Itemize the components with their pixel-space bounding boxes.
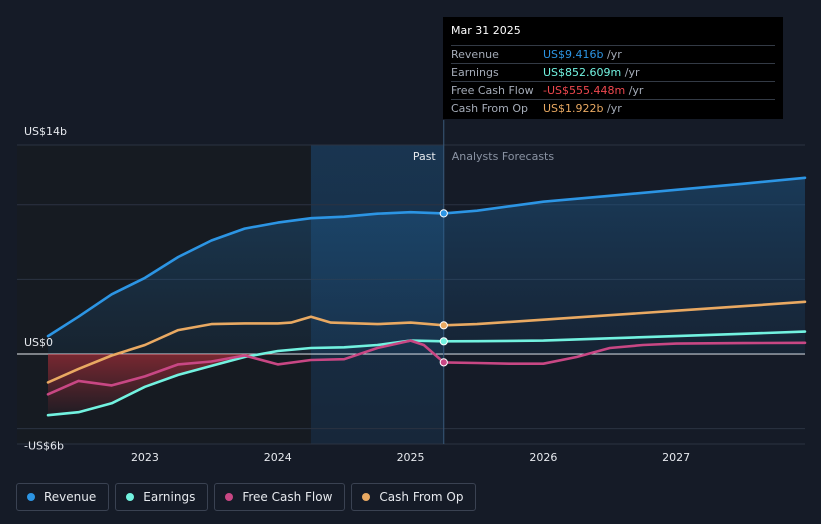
x-tick-label: 2024 <box>264 451 292 464</box>
tooltip-date: Mar 31 2025 <box>451 24 521 37</box>
tooltip-row-label: Revenue <box>451 48 499 61</box>
legend-item-earnings[interactable]: Earnings <box>115 483 209 511</box>
legend-label: Revenue <box>44 490 97 504</box>
negative-area <box>48 354 444 416</box>
marker-cash-from-op <box>439 321 448 330</box>
tooltip-row-value: US$852.609m /yr <box>543 66 640 79</box>
marker-revenue <box>439 209 448 218</box>
x-tick-label: 2027 <box>662 451 690 464</box>
marker-earnings <box>439 337 448 346</box>
x-tick-label: 2023 <box>131 451 159 464</box>
tooltip-row-value: -US$555.448m /yr <box>543 84 644 97</box>
legend-dot-icon <box>27 493 35 501</box>
legend-dot-icon <box>362 493 371 501</box>
hover-tooltip: Mar 31 2025 Revenue US$9.416b /yr Earnings… <box>443 17 783 119</box>
tooltip-row-label: Earnings <box>451 66 499 79</box>
y-tick-label: -US$6b <box>24 440 64 453</box>
series-line-earnings <box>46 330 807 417</box>
marker-free-cash-flow <box>439 358 448 367</box>
x-tick-label: 2026 <box>529 451 557 464</box>
series-line-cash-from-op <box>46 300 807 384</box>
legend-item-free-cash-flow[interactable]: Free Cash Flow <box>214 483 346 511</box>
forecast-label: Analysts Forecasts <box>452 150 555 163</box>
legend-dot-icon <box>126 493 135 501</box>
series-line-revenue <box>46 176 807 338</box>
tooltip-row: Cash From Op US$1.922b /yr <box>451 99 775 117</box>
tooltip-row-label: Cash From Op <box>451 102 529 115</box>
legend-dot-icon <box>225 493 234 501</box>
series-line-free-cash-flow <box>46 339 807 396</box>
legend-item-revenue[interactable]: Revenue <box>16 483 110 511</box>
y-tick-label: US$0 <box>24 336 53 349</box>
legend-label: Earnings <box>143 490 196 504</box>
past-label: Past <box>413 150 437 163</box>
x-tick-label: 2025 <box>397 451 425 464</box>
tooltip-row: Revenue US$9.416b /yr <box>451 45 775 63</box>
tooltip-row: Earnings US$852.609m /yr <box>451 63 775 81</box>
revenue-area <box>48 177 805 354</box>
tooltip-row-label: Free Cash Flow <box>451 84 534 97</box>
tooltip-row: Free Cash Flow -US$555.448m /yr <box>451 81 775 99</box>
tooltip-row-value: US$9.416b /yr <box>543 48 622 61</box>
legend-item-cash-from-op[interactable]: Cash From Op <box>351 483 477 511</box>
tooltip-row-value: US$1.922b /yr <box>543 102 622 115</box>
y-tick-label: US$14b <box>24 125 67 138</box>
chart-legend: Revenue Earnings Free Cash Flow Cash From O… <box>16 483 477 511</box>
legend-label: Free Cash Flow <box>242 490 333 504</box>
legend-label: Cash From Op <box>379 490 464 504</box>
